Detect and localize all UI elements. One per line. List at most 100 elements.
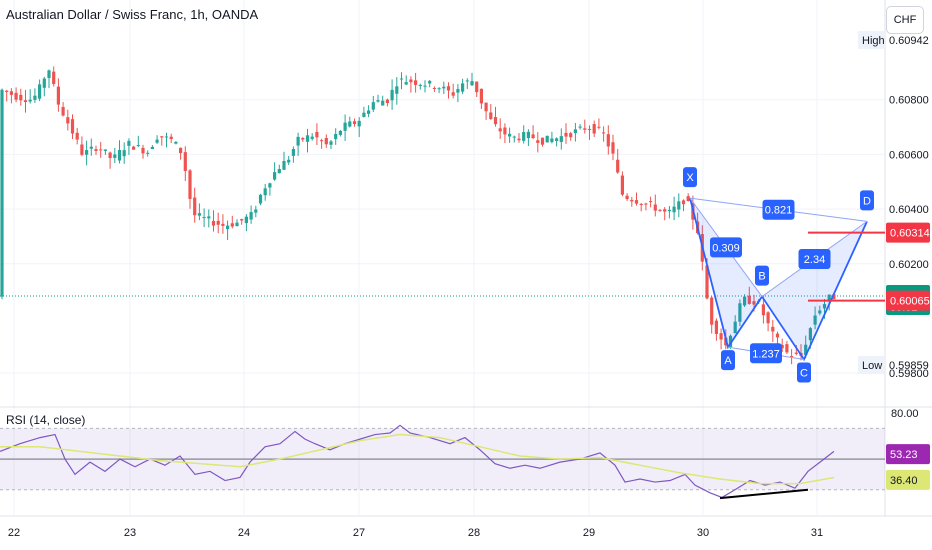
- candle-body: [428, 80, 432, 84]
- candle-body: [338, 130, 342, 135]
- candle-body: [80, 144, 84, 155]
- candle-body: [174, 141, 178, 144]
- candle-body: [287, 159, 291, 163]
- candle-body: [414, 80, 418, 85]
- candle-body: [357, 120, 361, 127]
- candle-body: [649, 201, 653, 203]
- pattern-point-label: A: [724, 355, 732, 367]
- rsi-tag: [886, 444, 930, 465]
- candle-body: [432, 88, 436, 90]
- pattern-ratio-badge: [762, 199, 795, 220]
- candle-body: [75, 132, 79, 140]
- candle-body: [56, 86, 60, 105]
- rsi-tick-label: 80.00: [891, 408, 919, 420]
- candle-body: [14, 92, 18, 100]
- candle-body: [587, 128, 592, 130]
- candle-body: [418, 84, 422, 86]
- low-label: Low: [862, 360, 882, 372]
- candle-body: [663, 209, 667, 212]
- rsi-divergence-line: [719, 488, 809, 500]
- candle-body: [465, 80, 469, 82]
- candle-body: [371, 102, 375, 110]
- candle-body: [634, 200, 639, 204]
- currency-button[interactable]: CHF: [886, 6, 924, 34]
- candle-body: [456, 89, 460, 93]
- candle-body: [493, 117, 498, 125]
- candle-body: [160, 136, 164, 138]
- candle-body: [108, 152, 112, 158]
- candle-body: [808, 328, 812, 341]
- candle-body: [710, 297, 714, 325]
- rsi-line: [0, 424, 835, 499]
- candle-body: [536, 140, 540, 143]
- pattern-point-badge: [797, 362, 811, 383]
- candle-body: [540, 137, 545, 145]
- candle-body: [597, 126, 601, 128]
- candle-body: [258, 194, 263, 204]
- candle-body: [545, 135, 549, 143]
- candle-body: [451, 92, 455, 96]
- candle-body: [117, 150, 122, 161]
- time-tick-label: 22: [8, 527, 20, 539]
- candle-body: [578, 126, 582, 128]
- price-tag-value: 0.60314: [890, 228, 930, 240]
- pattern-point-label: C: [800, 367, 808, 379]
- candle-body: [132, 146, 136, 150]
- candle-body: [305, 135, 310, 142]
- candle-body: [508, 133, 512, 137]
- candle-body: [738, 303, 742, 322]
- rsi-ma-line: [0, 433, 835, 485]
- candle-body: [583, 128, 587, 130]
- candle-body: [550, 138, 554, 143]
- candle-body: [197, 213, 201, 216]
- pattern-ratio-label: 2.34: [804, 254, 825, 266]
- candle-body: [630, 199, 634, 202]
- rsi-indicator-label[interactable]: RSI (14, close): [6, 413, 86, 427]
- high-label: High: [862, 35, 885, 47]
- candle-body: [409, 79, 413, 83]
- candle-body: [183, 152, 187, 172]
- candle-body: [517, 138, 521, 141]
- candle-body: [677, 201, 681, 210]
- candle-body: [569, 133, 573, 138]
- candle-body: [644, 203, 648, 205]
- candle-body: [639, 203, 643, 205]
- candle-body: [686, 196, 690, 201]
- candle-body: [442, 86, 446, 89]
- candle-body: [804, 344, 808, 356]
- candle-body: [822, 304, 827, 309]
- candle-body: [226, 225, 230, 230]
- candle-body: [437, 88, 441, 90]
- candle-body: [268, 183, 272, 188]
- candle-body: [85, 150, 89, 155]
- pattern-point-badge: [860, 190, 874, 211]
- candle-body: [0, 89, 4, 297]
- candle-body: [399, 78, 404, 80]
- candle-body: [573, 129, 577, 134]
- candle-body: [813, 315, 817, 325]
- candle-body: [611, 142, 615, 154]
- candle-body: [794, 352, 798, 354]
- candle-body: [113, 154, 117, 158]
- candle-body: [818, 310, 822, 314]
- candle-body: [254, 209, 258, 213]
- candle-body: [785, 344, 789, 353]
- rsi-tag-value: 36.40: [890, 475, 918, 487]
- time-tick-label: 28: [468, 527, 480, 539]
- candle-body: [103, 149, 107, 151]
- candle-body: [653, 204, 657, 211]
- candle-body: [296, 136, 300, 146]
- candle-body: [503, 127, 507, 135]
- price-tick-label: 0.59800: [889, 368, 929, 380]
- candle-body: [136, 145, 140, 147]
- candle-body: [681, 200, 686, 205]
- price-tick-label: 0.60600: [889, 149, 929, 161]
- candle-body: [559, 136, 563, 143]
- candle-body: [385, 99, 389, 104]
- candle-body: [780, 344, 784, 349]
- candle-body: [348, 121, 352, 127]
- candle-body: [28, 99, 32, 102]
- pattern-ratio-label: 0.821: [765, 205, 793, 217]
- candle-body: [179, 147, 183, 154]
